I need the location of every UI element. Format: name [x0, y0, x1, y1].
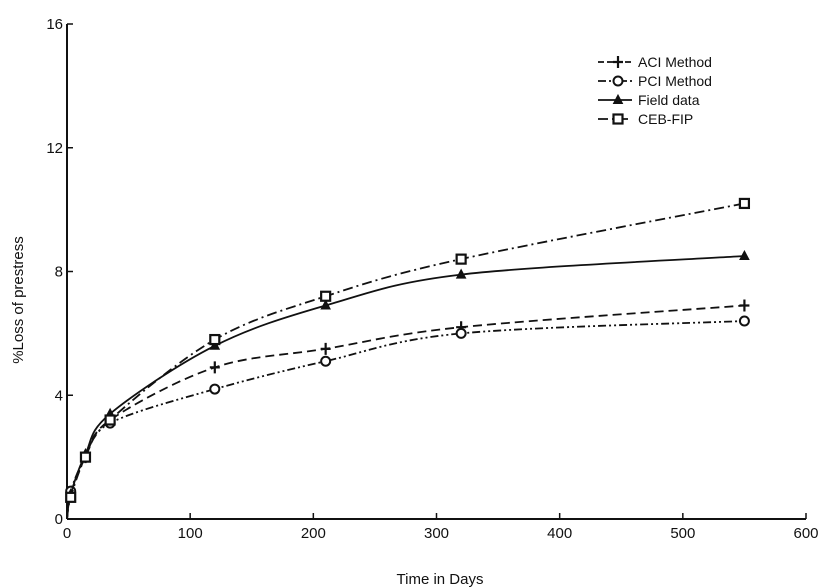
data-point-pci-method — [738, 315, 750, 327]
data-point-aci-method — [209, 361, 220, 374]
x-tick-label: 500 — [670, 525, 695, 542]
data-point-pci-method — [320, 355, 332, 367]
plot-area: 0 100 200 300 400 500 600 0 4 8 12 16 ACI Method PCI … — [46, 16, 818, 542]
series-line-pci-method — [66, 320, 745, 520]
legend-marker-aci-method — [613, 56, 623, 68]
legend-marker-ceb-fip — [612, 113, 624, 125]
x-axis-title: Time in Days — [397, 571, 484, 588]
y-tick-label: 8 — [55, 264, 63, 281]
data-point-ceb-fip — [738, 197, 751, 210]
data-point-pci-method — [455, 327, 467, 339]
data-point-ceb-fip — [79, 451, 92, 463]
y-tick-label: 16 — [46, 16, 63, 33]
data-point-aci-method — [320, 342, 331, 355]
legend-marker-pci-method — [612, 75, 624, 87]
data-point-field-data — [739, 249, 750, 261]
legend-label-ceb-fip: CEB-FIP — [638, 111, 693, 127]
data-point-pci-method — [209, 383, 221, 395]
data-point-ceb-fip — [455, 253, 467, 265]
legend-label-aci-method: ACI Method — [638, 54, 712, 70]
y-axis-title: %Loss of prestress — [10, 236, 27, 364]
x-tick-label: 100 — [178, 525, 203, 542]
data-point-field-data — [455, 268, 467, 279]
y-tick-label: 0 — [55, 511, 63, 528]
x-tick-label: 600 — [793, 525, 818, 542]
data-point-field-data — [320, 299, 331, 310]
x-tick-label: 200 — [301, 525, 326, 542]
data-point-ceb-fip — [320, 290, 332, 302]
x-tick-label: 400 — [547, 525, 572, 542]
x-tick-label: 0 — [63, 525, 71, 542]
data-point-ceb-fip — [104, 414, 116, 426]
legend-label-field-data: Field data — [638, 92, 700, 108]
data-point-ceb-fip — [209, 333, 221, 346]
series-line-aci-method — [66, 304, 745, 520]
legend-marker-field-data — [612, 93, 624, 104]
y-tick-label: 12 — [46, 140, 63, 157]
x-tick-label: 300 — [424, 525, 449, 542]
y-tick-label: 4 — [55, 387, 63, 404]
legend-label-pci-method: PCI Method — [638, 73, 712, 89]
data-point-aci-method — [739, 299, 750, 312]
data-point-ceb-fip — [65, 491, 77, 503]
series-line-ceb-fip — [66, 202, 745, 520]
series-line-field-data — [66, 255, 745, 520]
